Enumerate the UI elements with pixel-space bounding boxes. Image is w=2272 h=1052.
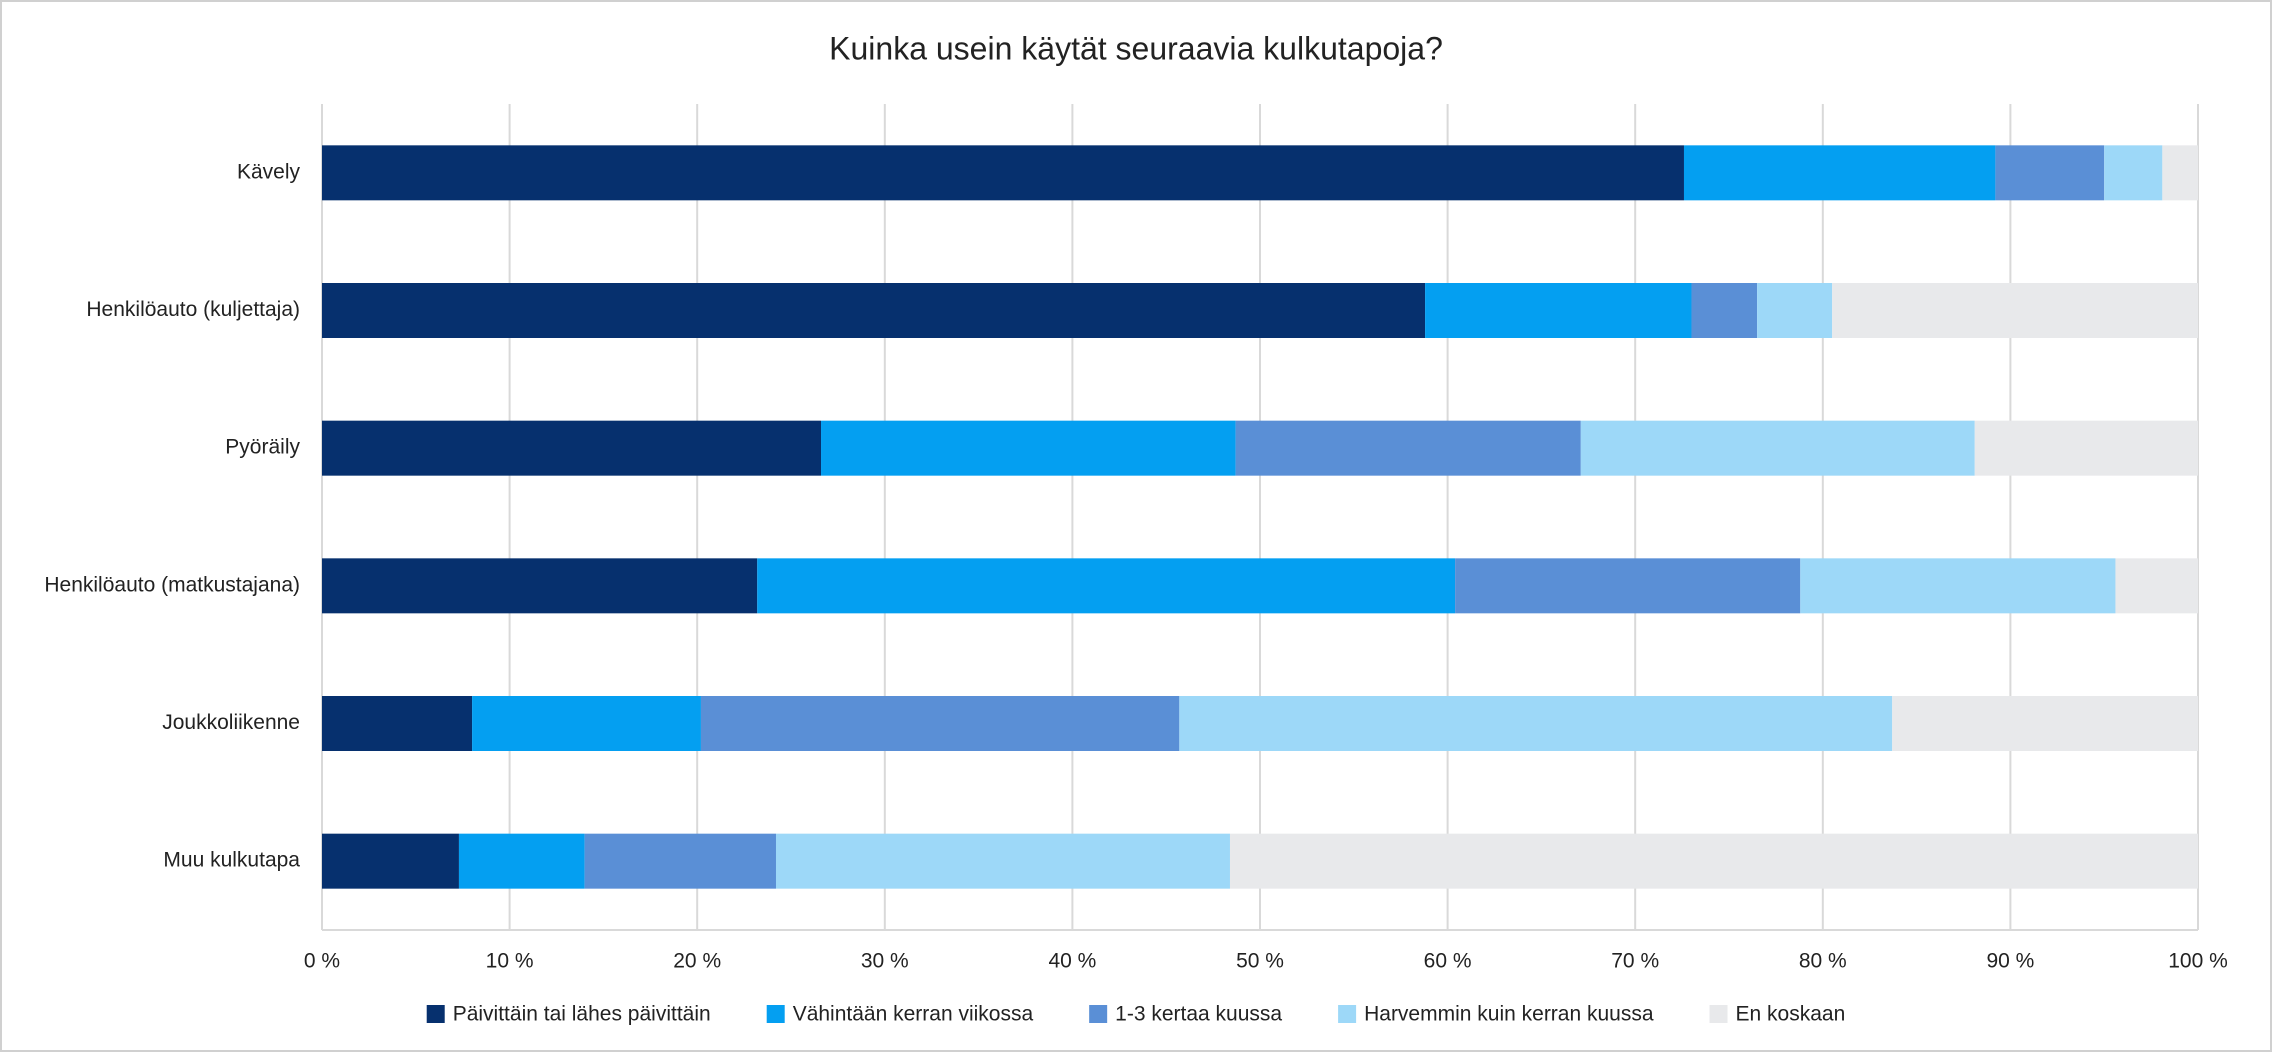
x-tick-label: 0 % xyxy=(304,950,340,973)
bar-segment xyxy=(1580,420,1975,476)
legend-swatch xyxy=(426,1005,445,1023)
bar-segment xyxy=(1683,145,1996,201)
bar-segment xyxy=(1691,283,1758,338)
y-tick-label: Pyöräily xyxy=(225,436,300,459)
chart-title: Kuinka usein käytät seuraavia kulkutapoj… xyxy=(829,30,1443,66)
bar-segment xyxy=(1757,283,1833,338)
bar-segment xyxy=(757,558,1456,614)
bar-segment xyxy=(700,696,1180,751)
legend-label: Vähintään kerran viikossa xyxy=(793,1003,1034,1026)
bar-segment xyxy=(322,283,1426,338)
bar-segment xyxy=(1425,283,1692,338)
legend-swatch xyxy=(1089,1005,1108,1023)
bar-segment xyxy=(322,696,473,751)
legend-label: Päivittäin tai lähes päivittäin xyxy=(453,1003,711,1026)
bar-segment xyxy=(584,833,776,889)
x-tick-label: 60 % xyxy=(1424,950,1472,973)
bar-segment xyxy=(472,696,701,751)
bar-segment xyxy=(2162,145,2198,201)
x-tick-label: 50 % xyxy=(1236,950,1284,973)
legend-label: En koskaan xyxy=(1736,1003,1846,1026)
x-tick-label: 40 % xyxy=(1048,950,1096,973)
bar-segment xyxy=(2115,558,2198,614)
bar-segment xyxy=(1800,558,2116,614)
y-tick-label: Henkilöauto (matkustajana) xyxy=(44,573,300,596)
x-tick-label: 100 % xyxy=(2168,950,2228,973)
bar-segment xyxy=(775,833,1230,889)
bar-segment xyxy=(1974,420,2198,476)
bar-segment xyxy=(821,420,1236,476)
bar-segment xyxy=(1235,420,1581,476)
bar-segment xyxy=(322,420,822,476)
bar-segment xyxy=(1455,558,1801,614)
y-tick-label: Kävely xyxy=(237,160,301,183)
x-tick-label: 80 % xyxy=(1799,950,1847,973)
bar-segment xyxy=(1832,283,2198,338)
bar-segment xyxy=(322,145,1684,201)
x-tick-label: 20 % xyxy=(673,950,721,973)
bar-segment xyxy=(322,558,758,614)
x-tick-label: 90 % xyxy=(1986,950,2034,973)
legend-label: Harvemmin kuin kerran kuussa xyxy=(1364,1003,1654,1026)
bar-segment xyxy=(458,833,585,889)
bar-segment xyxy=(1229,833,2198,889)
legend-swatch xyxy=(1709,1005,1728,1023)
legend-swatch xyxy=(766,1005,785,1023)
legend-label: 1-3 kertaa kuussa xyxy=(1115,1003,1282,1026)
bar-segment xyxy=(1179,696,1893,751)
x-tick-label: 30 % xyxy=(861,950,909,973)
x-tick-label: 70 % xyxy=(1611,950,1659,973)
y-tick-label: Henkilöauto (kuljettaja) xyxy=(86,298,300,321)
bar-segment xyxy=(2104,145,2163,201)
legend-swatch xyxy=(1338,1005,1357,1023)
bar-segment xyxy=(1995,145,2105,201)
bar-segment xyxy=(1892,696,2198,751)
y-tick-label: Muu kulkutapa xyxy=(163,849,300,872)
x-tick-label: 10 % xyxy=(486,950,534,973)
bar-segment xyxy=(322,833,459,889)
y-tick-label: Joukkoliikenne xyxy=(162,711,300,734)
